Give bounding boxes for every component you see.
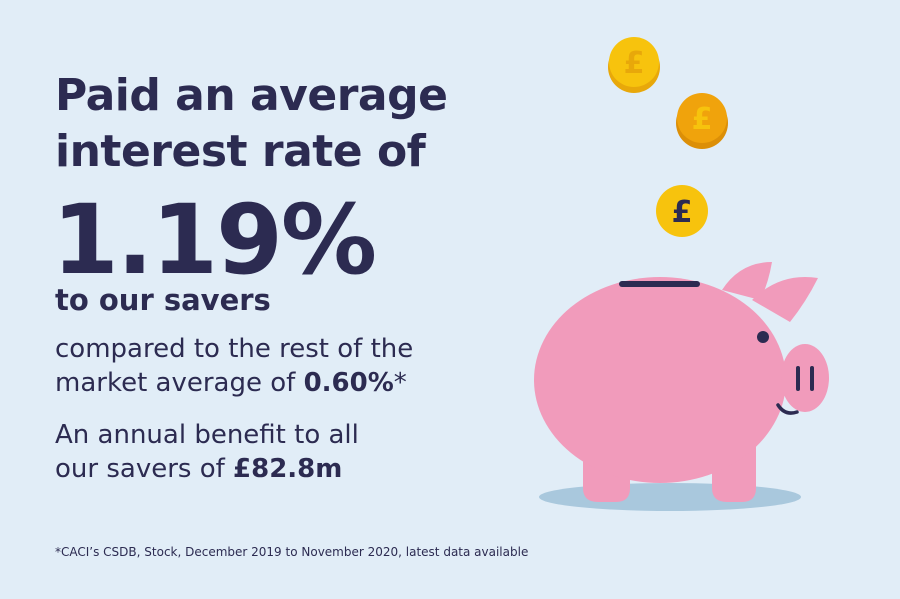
annual-benefit: An annual benefit to all our savers of £… [55, 418, 359, 486]
benefit-amount: £82.8m [233, 454, 343, 484]
coin-bottom-symbol: £ [672, 195, 693, 230]
comparison-line-1: compared to the rest of the [55, 334, 414, 364]
headline-line-2: interest rate of [55, 126, 426, 177]
benefit-prefix: our savers of [55, 454, 234, 484]
pig-shadow [539, 483, 801, 511]
benefit-line-2: our savers of £82.8m [55, 452, 359, 486]
pig-body [534, 277, 786, 483]
headline: Paid an average interest rate of [55, 68, 448, 180]
coin-middle-symbol: £ [692, 102, 713, 137]
market-average-rate: 0.60% [303, 368, 394, 398]
coin-top: £ [608, 37, 660, 93]
footnote: *CACI’s CSDB, Stock, December 2019 to No… [55, 545, 529, 559]
pig-smile [776, 403, 799, 415]
average-interest-rate: 1.19% [52, 184, 377, 296]
coin-bottom: £ [656, 185, 708, 237]
savers-line: to our savers [55, 283, 271, 317]
comparison-prefix: market average of [55, 368, 304, 398]
coin-top-symbol: £ [624, 46, 645, 81]
coin-middle: £ [676, 93, 728, 149]
piggy-bank-illustration: £ £ £ [534, 37, 829, 511]
pig-ear-back [722, 262, 772, 300]
pig-ear-front [752, 276, 818, 322]
pig-snout [781, 344, 829, 412]
benefit-line-1: An annual benefit to all [55, 420, 359, 450]
comparison-line-2: market average of 0.60%* [55, 366, 413, 400]
pig-eye [757, 331, 769, 343]
market-comparison: compared to the rest of the market avera… [55, 332, 413, 400]
headline-line-1: Paid an average [55, 70, 448, 121]
footnote-asterisk: * [393, 368, 407, 398]
